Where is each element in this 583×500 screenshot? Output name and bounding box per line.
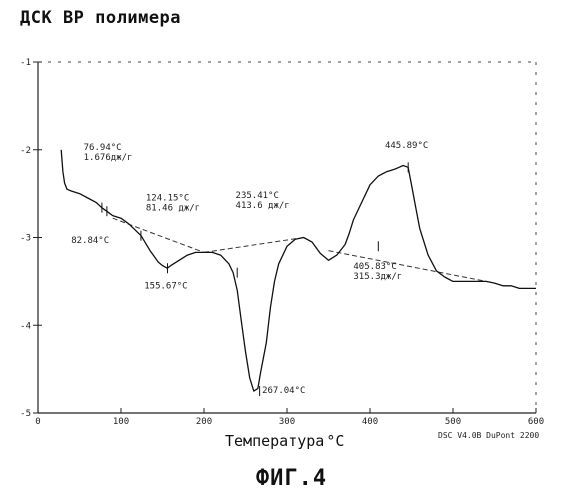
x-tick-label: 100 — [113, 417, 129, 427]
x-tick-label: 0 — [35, 417, 40, 427]
x-axis-unit: °C — [326, 432, 344, 450]
baseline-lines — [113, 218, 487, 281]
baseline-line — [113, 218, 204, 252]
annotation-label: 267.04°C — [262, 386, 305, 396]
figure-caption: ФИГ.4 — [0, 466, 583, 491]
y-tick-label: -3 — [20, 234, 31, 244]
series-line — [61, 150, 536, 391]
annotation-label: 445.89°C — [385, 141, 428, 151]
annotation-label: 315.3дж/г — [353, 272, 402, 282]
y-tick-label: -4 — [20, 321, 31, 331]
annotation-label: 1.676дж/г — [84, 153, 133, 163]
x-tick-label: 300 — [279, 417, 295, 427]
y-tick-label: -1 — [20, 58, 31, 68]
x-tick-label: 200 — [196, 417, 212, 427]
x-tick-label: 400 — [362, 417, 378, 427]
annotation-label: 81.46 дж/г — [146, 204, 200, 214]
annotation-label: 405.83°C — [353, 262, 396, 272]
y-tick-label: -2 — [20, 146, 31, 156]
annotation-label: 235.41°C — [236, 191, 279, 201]
annotation-label: 124.15°C — [146, 194, 189, 204]
annotation-label: 76.94°C — [84, 143, 122, 153]
annotation-label: 82.84°C — [71, 236, 109, 246]
series-layer — [61, 150, 536, 391]
x-axis-label-text: Температура — [225, 432, 324, 450]
y-tick-label: -5 — [20, 409, 31, 419]
annotation-label: 155.67°C — [144, 281, 187, 291]
x-axis-label: Температура°C — [225, 432, 344, 450]
annotation-label: 413.6 дж/г — [236, 201, 290, 211]
x-tick-label: 500 — [445, 417, 461, 427]
instrument-footer: DSC V4.0B DuPont 2200 — [438, 431, 539, 440]
x-tick-label: 600 — [528, 417, 544, 427]
baseline-line — [329, 251, 487, 282]
